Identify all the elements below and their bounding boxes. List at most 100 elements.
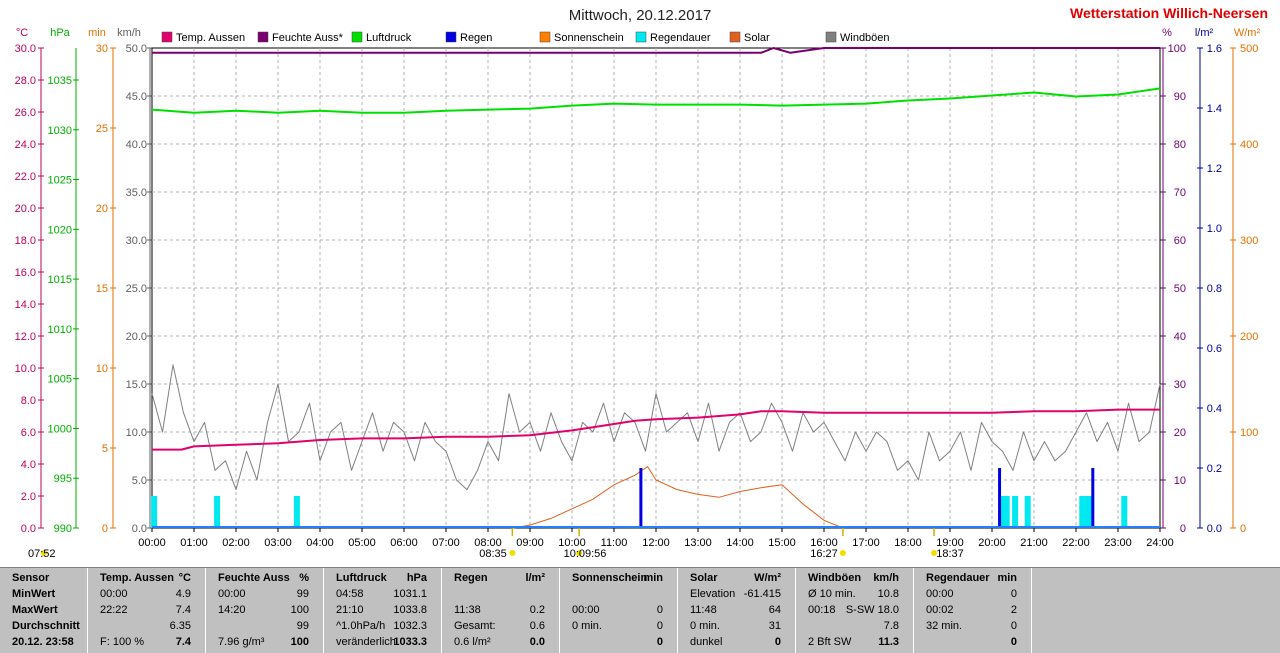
stats-value: 7.4: [175, 604, 191, 616]
sun-marker-label: 08:35: [479, 548, 507, 560]
axis-tick-label: 20.0: [126, 331, 147, 343]
axis-tick-label: 0.0: [132, 523, 147, 535]
axis-tick-label: 500: [1240, 43, 1258, 55]
stats-row: 22:22 7.4: [94, 602, 199, 618]
stats-sublabel: dunkel: [690, 636, 723, 648]
stats-sublabel: 0 min.: [690, 620, 720, 632]
axis-tick-label: 100: [1168, 43, 1186, 55]
x-tick-label: 04:00: [306, 537, 334, 549]
rain-bar: [998, 468, 1002, 528]
stats-value: 1031.1: [393, 588, 427, 600]
axis-tick-label: 0.4: [1207, 403, 1222, 415]
axis-tick-label: 0: [1180, 523, 1186, 535]
stats-header-label: Sonnenschein: [572, 572, 648, 584]
axis-tick-label: 1000: [48, 423, 72, 435]
axis-tick-label: 14.0: [15, 299, 36, 311]
axis-tick-label: 990: [54, 523, 72, 535]
stats-value: 0: [656, 604, 663, 616]
axes: °C 30.0 28.0 26.0 24.0 22.0 20.0 18.0 16.0 14.0 12…: [15, 27, 1261, 535]
axis-tick-label: 20: [96, 203, 108, 215]
stats-label: MinWert: [12, 588, 56, 600]
axis-tick-label: 20: [1174, 427, 1186, 439]
stats-value: 1032.3: [393, 620, 427, 632]
axis-tick-label: 4.0: [21, 459, 36, 471]
axis-tick-label: 15: [96, 283, 108, 295]
stats-header-unit: min: [643, 572, 663, 584]
stats-sublabel: 22:22: [100, 604, 128, 616]
stats-header-label: Windböen: [808, 572, 862, 584]
axis-tick-label: 1015: [48, 274, 72, 286]
axis-tick-label: 70: [1174, 187, 1186, 199]
pressure-line: [151, 87, 1161, 114]
raindur-bar: [1079, 496, 1086, 528]
axis-tick-label: 30.0: [15, 43, 36, 55]
axis-tick-label: 35.0: [126, 187, 147, 199]
axis-unit: °C: [16, 27, 28, 39]
legend-swatch: [539, 31, 551, 43]
axis-tick-label: 30.0: [126, 235, 147, 247]
sun-marker-label: 16:27: [810, 548, 838, 560]
axis-tick-label: 60: [1174, 235, 1186, 247]
legend-label: Sonnenschein: [554, 32, 624, 44]
stats-row: 00:00 99: [212, 586, 317, 602]
stats-col-hum: Feuchte Auss% 00:00 99 14:20 100 99 7.96 g/m³ 1…: [206, 568, 324, 653]
axis-unit: km/h: [117, 27, 141, 39]
stats-value: 0: [774, 636, 781, 648]
legend-swatch: [635, 31, 647, 43]
stats-value: 1033.3: [393, 636, 427, 648]
x-tick-label: 03:00: [264, 537, 292, 549]
axis-tick-label: 200: [1240, 331, 1258, 343]
axis-tick-label: 6.0: [21, 427, 36, 439]
sun-marker-icon: [931, 550, 938, 556]
stats-sublabel: Ø 10 min.: [808, 588, 856, 600]
stats-value: 0: [656, 636, 663, 648]
stats-sublabel: 00:00: [572, 604, 600, 616]
axis-tick-label: 300: [1240, 235, 1258, 247]
axis-tick-label: 40: [1174, 331, 1186, 343]
stats-value: 31: [768, 620, 781, 632]
axis-tick-label: 40.0: [126, 139, 147, 151]
axis-tick-label: 995: [54, 473, 72, 485]
stats-value: 0: [1010, 620, 1017, 632]
raindur-bar: [151, 496, 158, 528]
axis-tick-label: 90: [1174, 91, 1186, 103]
plot-area: [151, 47, 1161, 529]
stats-row: MaxWert: [6, 602, 81, 618]
stats-col-raindur: Regendauer min 00:00 0 00:02 2 32 min. 0 0: [914, 568, 1032, 653]
axis-tick-label: 26.0: [15, 107, 36, 119]
rain-bar: [639, 468, 643, 528]
axis-tick-label: 16.0: [15, 267, 36, 279]
stats-header: Regen l/m²: [448, 568, 553, 586]
x-axis: 00:00 01:00 02:00 03:00 04:00 05:00 06:00 07:00…: [28, 528, 1174, 560]
axis-tick-label: 1010: [48, 324, 72, 336]
stats-sublabel: 32 min.: [926, 620, 963, 632]
axis-unit: hPa: [50, 27, 70, 39]
raindur-bar: [1083, 496, 1090, 528]
stats-row: 2 Bft SW 11.3: [802, 634, 907, 650]
stats-row: 20.12. 23:58: [6, 634, 81, 650]
axis-unit: min: [88, 27, 106, 39]
axis-tick-label: 18.0: [15, 235, 36, 247]
stats-header-unit: °C: [178, 572, 191, 584]
stats-row: 11:38 0.2: [448, 602, 553, 618]
x-tick-label: 17:00: [852, 537, 880, 549]
stats-header: Windböen km/h: [802, 568, 907, 586]
stats-col-rain: Regen l/m² 11:38 0.2 Gesamt: 0.6 0.6 l/m² 0.0: [442, 568, 560, 653]
stats-header-unit: W/m²: [754, 572, 781, 584]
sun-marker-icon: [839, 550, 846, 556]
stats-row: 11:48 64: [684, 602, 789, 618]
axis-tick-label: 100: [1240, 427, 1258, 439]
stats-header-unit: min: [997, 572, 1017, 584]
stats-sublabel: 00:00: [926, 588, 954, 600]
station-name: Wetterstation Willich-Neersen: [1070, 5, 1268, 21]
chart-title: Mittwoch, 20.12.2017: [569, 7, 712, 24]
legend-label: Windböen: [840, 32, 890, 44]
humidity-line: [152, 47, 1160, 54]
stats-sublabel: 7.96 g/m³: [218, 636, 265, 648]
legend-swatch: [161, 31, 173, 43]
axis-tick-label: 25: [96, 123, 108, 135]
stats-row: 0 min. 31: [684, 618, 789, 634]
axis-unit: %: [1162, 27, 1172, 39]
stats-header-label: Solar: [690, 572, 718, 584]
stats-header: Temp. Aussen °C: [94, 568, 199, 586]
